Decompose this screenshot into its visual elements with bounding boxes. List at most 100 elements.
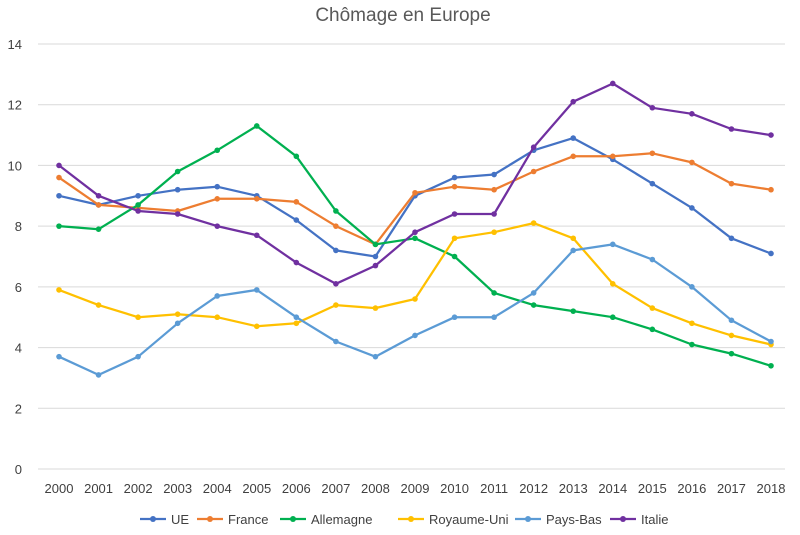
x-tick-label: 2011: [480, 481, 508, 496]
data-point: [293, 153, 300, 160]
data-point: [95, 372, 102, 378]
data-point: [609, 314, 616, 321]
legend-label: France: [228, 512, 268, 527]
x-tick-label: 2010: [440, 481, 469, 496]
x-tick-label: 2015: [638, 481, 667, 496]
data-point: [174, 311, 181, 317]
data-point: [530, 168, 537, 175]
data-point: [609, 80, 616, 87]
data-point: [491, 314, 497, 321]
legend-label: Allemagne: [311, 512, 372, 527]
data-point: [412, 189, 418, 196]
data-point: [372, 305, 379, 311]
data-point: [372, 262, 379, 269]
data-point: [174, 186, 181, 193]
data-point: [95, 302, 102, 308]
legend-item: Italie: [610, 512, 668, 527]
data-point: [56, 174, 62, 181]
data-point: [56, 287, 62, 293]
data-point: [491, 211, 497, 217]
y-tick-label: 12: [8, 98, 22, 113]
series-line: [57, 82, 773, 285]
y-axis-ticks: 0 2 4 6 8 10 12 14: [8, 37, 22, 477]
series-royaume-uni: [56, 220, 774, 348]
x-tick-label: 2003: [163, 481, 192, 496]
y-tick-label: 6: [15, 280, 22, 295]
legend-swatch-marker: [408, 516, 414, 522]
data-point: [135, 192, 141, 199]
data-point: [728, 317, 735, 324]
y-tick-label: 8: [15, 219, 22, 234]
grid-lines: [38, 43, 785, 470]
data-point: [253, 196, 260, 202]
data-point: [333, 281, 339, 287]
data-point: [728, 235, 735, 242]
data-point: [451, 235, 458, 242]
data-point: [56, 162, 62, 169]
data-point: [372, 241, 379, 248]
data-point: [530, 220, 537, 226]
data-point: [649, 305, 656, 311]
data-point: [214, 293, 221, 299]
data-point: [333, 338, 339, 345]
x-axis-ticks: 2000 2001 2002 2003 2004 2005 2006 2007 2008 2009…: [45, 481, 786, 496]
data-point: [174, 320, 181, 327]
legend-swatch-marker: [290, 516, 296, 522]
data-point: [689, 205, 695, 211]
data-point: [56, 353, 62, 360]
x-tick-label: 2002: [124, 481, 153, 496]
data-point: [570, 98, 577, 105]
data-point: [253, 123, 260, 129]
legend-swatch-marker: [620, 516, 626, 522]
data-point: [570, 308, 577, 314]
y-tick-label: 0: [15, 462, 22, 477]
y-tick-label: 14: [8, 37, 22, 52]
legend-label: Royaume-Uni: [429, 512, 509, 527]
data-point: [768, 186, 774, 193]
data-point: [530, 144, 537, 151]
series-france: [56, 150, 774, 248]
data-point: [609, 281, 616, 287]
data-point: [293, 259, 300, 266]
data-point: [174, 211, 181, 217]
data-point: [333, 247, 339, 254]
data-point: [293, 320, 300, 327]
data-point: [412, 235, 418, 242]
data-point: [253, 287, 260, 293]
data-point: [609, 153, 616, 160]
x-tick-label: 2009: [401, 481, 430, 496]
legend-item: Royaume-Uni: [398, 512, 509, 527]
data-point: [649, 256, 656, 263]
data-point: [135, 314, 141, 321]
data-point: [649, 326, 656, 333]
data-point: [412, 296, 418, 302]
y-tick-label: 4: [15, 341, 22, 356]
chart-title: Chômage en Europe: [315, 5, 490, 26]
data-point: [333, 223, 339, 229]
data-point: [491, 171, 497, 178]
data-point: [570, 247, 577, 254]
data-point: [56, 223, 62, 229]
series-lines: [56, 80, 774, 378]
legend-item: France: [197, 512, 268, 527]
data-point: [649, 180, 656, 187]
legend-swatch-marker: [150, 516, 156, 522]
data-point: [689, 320, 695, 327]
legend-item: Allemagne: [280, 512, 372, 527]
data-point: [689, 111, 695, 117]
legend-item: Pays-Bas: [515, 512, 602, 527]
data-point: [293, 314, 300, 321]
series-pays-bas: [56, 241, 774, 378]
data-point: [451, 174, 458, 181]
data-point: [333, 208, 339, 214]
series-line: [57, 243, 773, 377]
data-point: [768, 362, 774, 369]
data-point: [649, 104, 656, 111]
x-tick-label: 2012: [519, 481, 548, 496]
data-point: [451, 183, 458, 190]
legend: UE France Allemagne Royaume-Uni Pays-Bas Ital…: [140, 512, 668, 527]
x-tick-label: 2014: [598, 481, 627, 496]
data-point: [214, 196, 221, 202]
data-point: [491, 229, 497, 236]
